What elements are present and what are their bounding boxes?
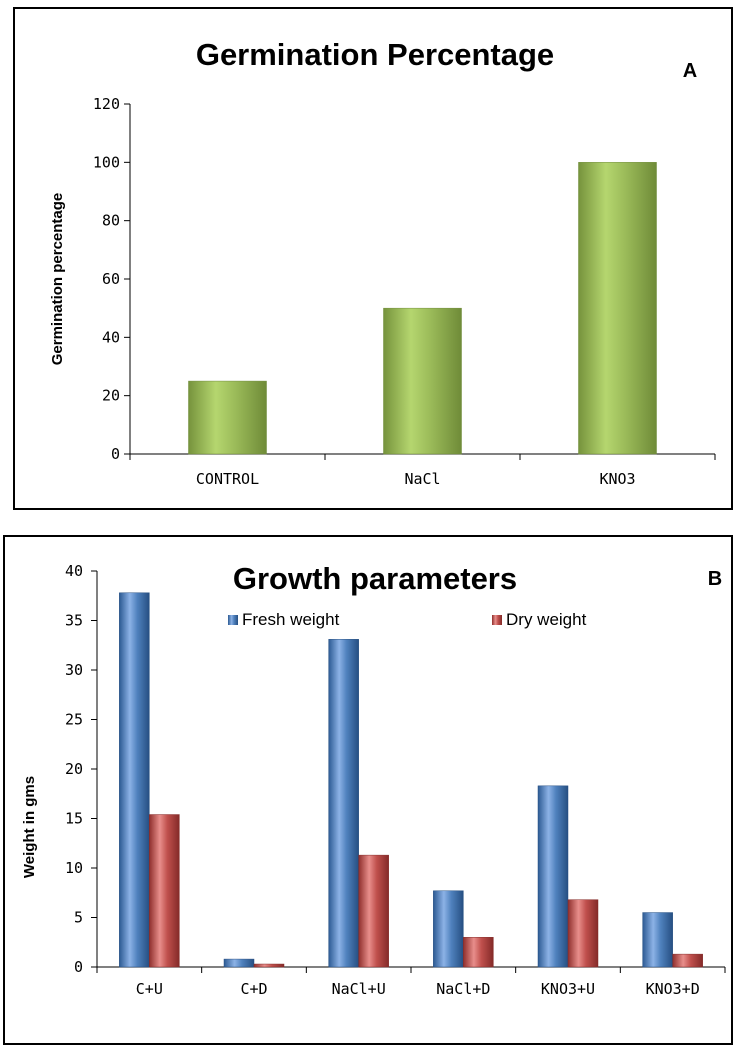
bar: [383, 307, 462, 455]
y-tick-label: 20: [102, 387, 120, 405]
legend-label-dry: Dry weight: [506, 610, 587, 629]
chart-title: Germination Percentage: [196, 37, 554, 72]
x-tick-label: KNO3+U: [541, 980, 595, 998]
germination-chart: Germination Percentage A Germination per…: [49, 37, 716, 488]
x-tick-label: NaCl+U: [332, 980, 386, 998]
y-tick-label: 80: [102, 212, 120, 230]
y-tick-label: 35: [65, 612, 83, 630]
bar-fresh-weight: [433, 890, 464, 968]
bar-fresh-weight: [119, 592, 150, 968]
bar: [188, 380, 267, 455]
y-tick-label: 10: [65, 859, 83, 877]
y-tick-label: 60: [102, 270, 120, 288]
y-tick-label: 0: [111, 445, 120, 463]
y-tick-label: 25: [65, 711, 83, 729]
x-tick-label: C+D: [240, 980, 267, 998]
y-axis-label: Germination percentage: [49, 193, 66, 366]
bar-fresh-weight: [328, 639, 359, 968]
y-tick-label: 20: [65, 760, 83, 778]
x-tick-label: CONTROL: [196, 470, 259, 488]
y-tick-label: 0: [74, 958, 83, 976]
y-tick-label: 5: [74, 909, 83, 927]
y-tick-label: 40: [102, 328, 120, 346]
bar-fresh-weight: [223, 958, 255, 968]
chart-title: Growth parameters: [233, 561, 517, 596]
bar-dry-weight: [149, 814, 180, 968]
x-tick-label: KNO3+D: [646, 980, 700, 998]
x-tick-label: NaCl+D: [436, 980, 490, 998]
bar-dry-weight: [463, 937, 494, 968]
bar-fresh-weight: [642, 912, 673, 968]
y-tick-label: 15: [65, 810, 83, 828]
growth-chart: Growth parameters B Weight in gms Fresh …: [21, 561, 726, 998]
y-axis-label: Weight in gms: [21, 776, 38, 878]
legend-swatch-fresh: [228, 615, 238, 625]
x-tick-label: NaCl: [404, 470, 440, 488]
bar-dry-weight: [567, 899, 599, 968]
growth-chart-panel: Growth parameters B Weight in gms Fresh …: [3, 535, 733, 1045]
x-tick-label: C+U: [136, 980, 163, 998]
bar-fresh-weight: [537, 785, 569, 968]
legend: Fresh weight Dry weight: [228, 610, 587, 629]
y-tick-label: 100: [93, 153, 120, 171]
y-tick-label: 40: [65, 562, 83, 580]
panel-label: A: [683, 60, 697, 82]
legend-label-fresh: Fresh weight: [242, 610, 340, 629]
x-tick-label: KNO3: [599, 470, 635, 488]
bar-dry-weight: [672, 953, 703, 968]
y-tick-label: 30: [65, 661, 83, 679]
legend-swatch-dry: [492, 615, 502, 625]
bar: [578, 162, 657, 455]
panel-label: B: [708, 568, 722, 590]
bar-dry-weight: [253, 963, 285, 968]
bar-dry-weight: [358, 854, 389, 968]
germination-chart-panel: Germination Percentage A Germination per…: [13, 7, 733, 510]
y-tick-label: 120: [93, 95, 120, 113]
